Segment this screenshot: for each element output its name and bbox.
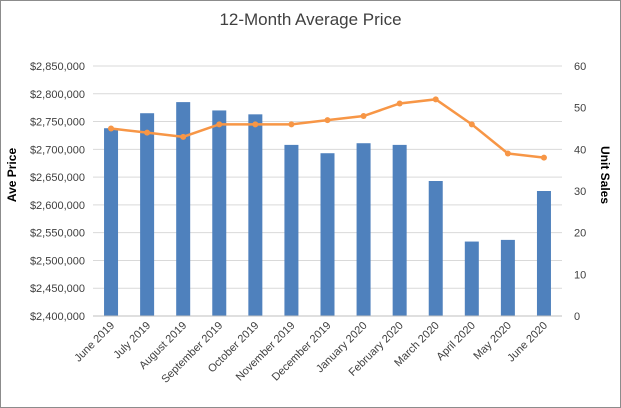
- bar: [104, 128, 119, 316]
- y-tick-label: $2,850,000: [30, 61, 85, 73]
- sales-point: [144, 129, 151, 136]
- sales-point: [432, 96, 439, 103]
- y-tick-label: $2,500,000: [30, 255, 85, 267]
- y-tick-label: $2,600,000: [30, 200, 85, 212]
- x-tick-label: April 2020: [434, 320, 478, 364]
- x-tick-label: June 2019: [72, 320, 117, 365]
- sales-point: [360, 113, 367, 119]
- x-tick-label: September 2019: [159, 320, 225, 386]
- y-tick-label: $2,700,000: [30, 144, 85, 156]
- y-tick-label: $2,750,000: [30, 117, 85, 129]
- sales-point: [252, 121, 259, 128]
- y2-tick-label: 30: [574, 186, 586, 198]
- y2-tick-label: 50: [574, 103, 586, 115]
- y-tick-label: $2,650,000: [30, 172, 85, 184]
- sales-point: [288, 121, 295, 128]
- y2-tick-label: 0: [574, 311, 580, 323]
- sales-point: [540, 154, 547, 161]
- sales-point: [504, 150, 511, 157]
- bar: [284, 144, 299, 316]
- y-tick-label: $2,550,000: [30, 228, 85, 240]
- sales-point: [396, 100, 403, 107]
- y2-tick-label: 20: [574, 228, 586, 240]
- sales-point: [468, 121, 475, 128]
- bar: [248, 114, 263, 316]
- y-tick-label: $2,800,000: [30, 89, 85, 101]
- sales-point: [324, 117, 331, 124]
- bar: [428, 181, 443, 316]
- bar: [500, 239, 515, 316]
- y-tick-label: $2,450,000: [30, 283, 85, 295]
- bar: [536, 191, 551, 316]
- sales-point: [180, 133, 187, 140]
- sales-point: [108, 125, 115, 132]
- y2-tick-label: 40: [574, 144, 586, 156]
- chart-title: 12-Month Average Price: [219, 10, 402, 29]
- bar: [212, 110, 227, 316]
- bar: [176, 102, 191, 316]
- y2-tick-label: 60: [574, 61, 586, 73]
- sales-point: [216, 121, 223, 128]
- y2-tick-label: 10: [574, 269, 586, 281]
- bar: [356, 143, 371, 316]
- y-tick-label: $2,400,000: [30, 311, 85, 323]
- bar: [392, 144, 407, 316]
- bar: [320, 153, 335, 316]
- bar: [140, 113, 155, 316]
- bar: [464, 241, 479, 316]
